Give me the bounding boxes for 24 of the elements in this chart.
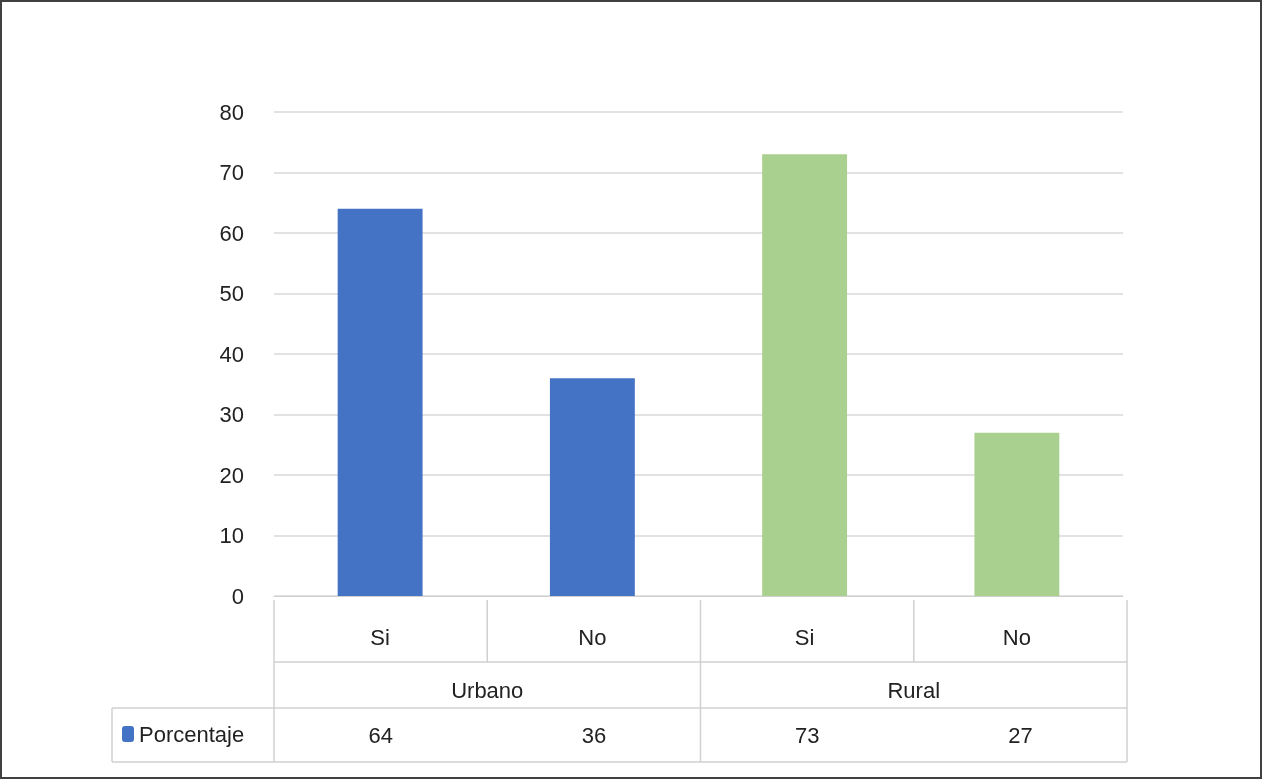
x-tick-label: Si <box>794 624 815 650</box>
data-label: 73 <box>794 722 820 748</box>
y-tick-label: 0 <box>231 583 244 609</box>
x-tick-label: No <box>578 624 607 650</box>
y-tick-label: 70 <box>219 160 244 185</box>
x-tick-label: Si <box>370 624 390 650</box>
y-tick-label: 50 <box>219 281 244 306</box>
text: Urbano <box>451 677 524 703</box>
bar <box>549 378 635 596</box>
y-tick-label: 40 <box>219 341 244 367</box>
bar <box>974 432 1060 596</box>
y-tick-label: 60 <box>219 220 244 246</box>
data-label: 64 <box>368 722 393 748</box>
data-label: 36 <box>581 722 607 748</box>
y-tick-label: 10 <box>219 523 244 548</box>
legend-label: Porcentaje <box>139 721 245 747</box>
text: Rural <box>887 677 941 703</box>
y-tick-label: 30 <box>219 402 244 427</box>
y-tick-label: 80 <box>219 99 244 125</box>
data-label: 27 <box>1008 722 1033 748</box>
y-tick-label: 20 <box>219 462 244 488</box>
bar <box>762 154 848 596</box>
x-tick-label: No <box>1002 624 1031 650</box>
bar <box>337 208 423 596</box>
